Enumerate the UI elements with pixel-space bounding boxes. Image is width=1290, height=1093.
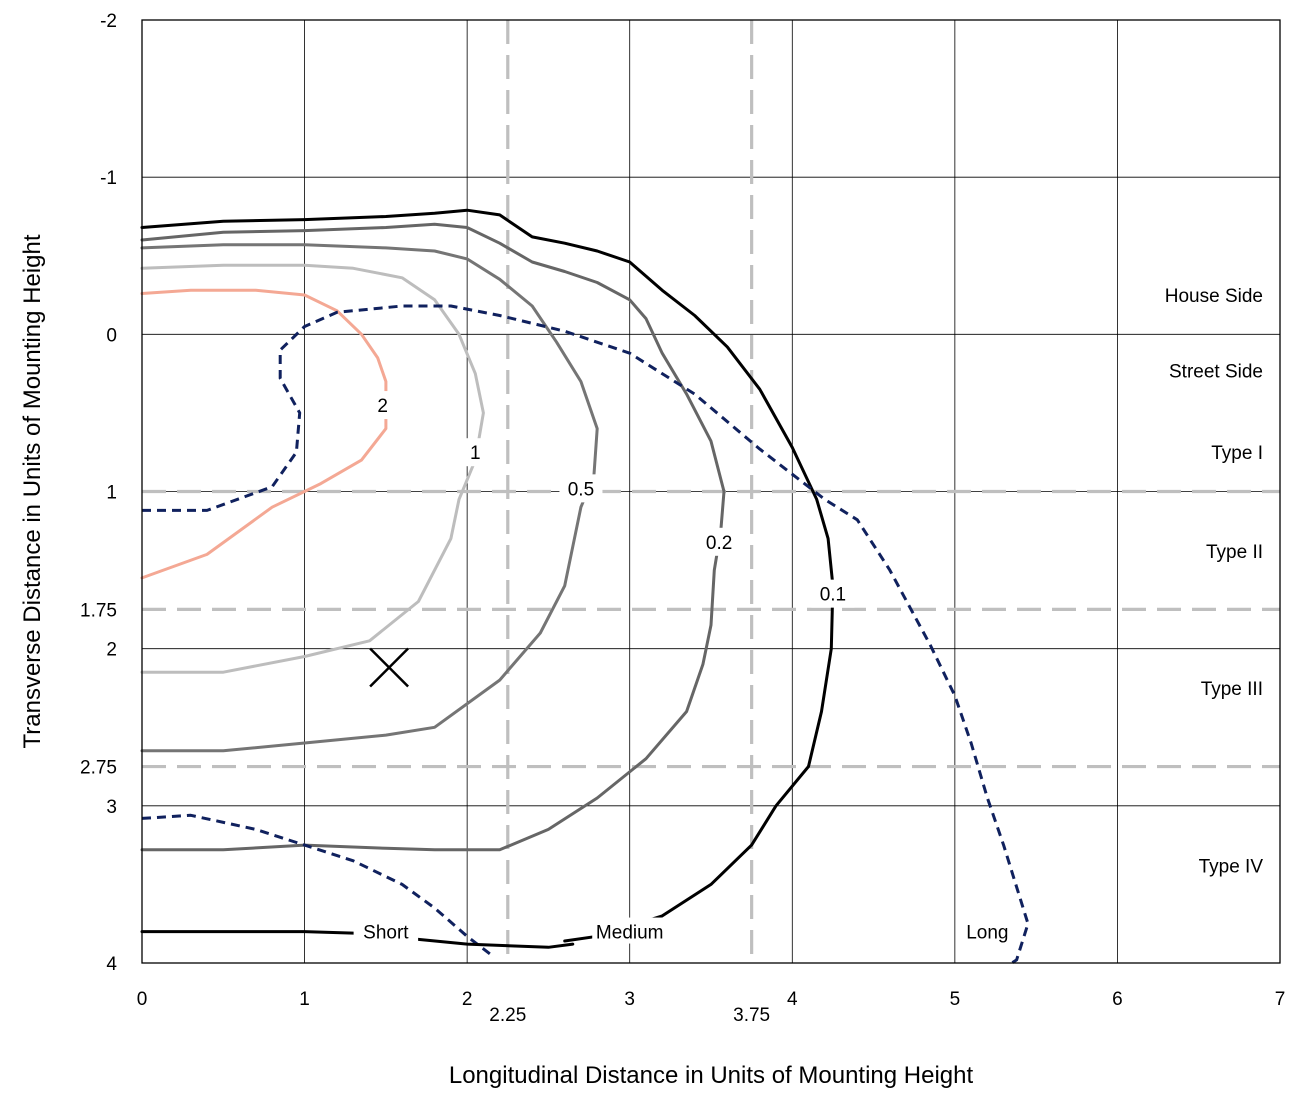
contour-label-knockout [811, 579, 855, 608]
x-tick-label: 6 [1112, 989, 1123, 1010]
region-label: Type III [1201, 679, 1263, 700]
contour-label-knockout [559, 474, 603, 503]
y-tick-label: 4 [106, 954, 117, 975]
x-tick-label: 4 [787, 989, 798, 1010]
y-tick-label: 1 [106, 483, 117, 504]
contour-label-knockout [372, 391, 394, 420]
region-label: Type IV [1199, 857, 1264, 878]
marker-stroke [369, 647, 409, 688]
region-label-knockout [592, 917, 668, 944]
y-tick-label: 2 [106, 640, 117, 661]
y-tick-label-extra: 2.75 [80, 758, 117, 779]
contour-label: 1 [470, 443, 481, 464]
region-labels: House Side Street Side Type I Type II Type I… [353, 286, 1264, 944]
region-label: Long [966, 923, 1008, 944]
contour-label: 0.2 [706, 533, 732, 554]
y-tick-label: 0 [106, 325, 117, 346]
contour-label-knockout [697, 527, 741, 556]
region-label: Type I [1211, 443, 1263, 464]
reference-lines [142, 20, 1280, 963]
y-tick-label: 3 [106, 797, 117, 818]
contour-line-3 [140, 263, 485, 674]
contour-line-1 [140, 222, 726, 852]
region-label: Medium [596, 923, 664, 944]
contour-line-4 [140, 288, 388, 580]
contour-series [140, 208, 1030, 965]
y-tick-label: -1 [100, 168, 117, 189]
plot-area-frame [141, 19, 1281, 964]
x-tick-label-extra: 3.75 [733, 1005, 770, 1026]
contour-label: 0.1 [820, 585, 846, 606]
region-label: Short [363, 923, 409, 944]
contour-labels: 0.1 0.2 0.5 1 2 [372, 391, 855, 608]
x-tick-label-extra: 2.25 [489, 1005, 526, 1026]
x-axis-title: Longitudinal Distance in Units of Mounti… [449, 1062, 974, 1089]
x-tick-label: 2 [462, 989, 473, 1010]
region-label: Type II [1206, 542, 1263, 563]
region-label-knockout [960, 917, 1015, 944]
contour-line-2 [140, 243, 599, 753]
y-tick-label-extra: 1.75 [80, 600, 117, 621]
y-axis-title: Transverse Distance in Units of Mounting… [19, 234, 46, 748]
region-label: Street Side [1169, 361, 1263, 382]
contour-line-5 [142, 304, 1030, 965]
contour-line-0 [140, 208, 835, 943]
region-label-knockout [353, 917, 419, 944]
y-tick-label: -2 [100, 11, 117, 32]
x-tick-label: 0 [137, 989, 148, 1010]
tick-labels: 0 1 2 3 4 5 6 7 2.25 3.75 -2 -1 0 1 2 3 4 1.75 2.75 [80, 11, 1285, 1026]
luminaire-marker [369, 647, 409, 688]
region-label: House Side [1165, 286, 1263, 307]
contour-label-knockout [464, 438, 486, 467]
contour-label: 0.5 [568, 479, 594, 500]
x-tick-label: 1 [299, 989, 310, 1010]
contour-label: 2 [377, 396, 388, 417]
x-tick-label: 3 [624, 989, 635, 1010]
x-tick-label: 5 [950, 989, 961, 1010]
contour-line-6 [141, 813, 493, 957]
x-tick-label: 7 [1275, 989, 1286, 1010]
